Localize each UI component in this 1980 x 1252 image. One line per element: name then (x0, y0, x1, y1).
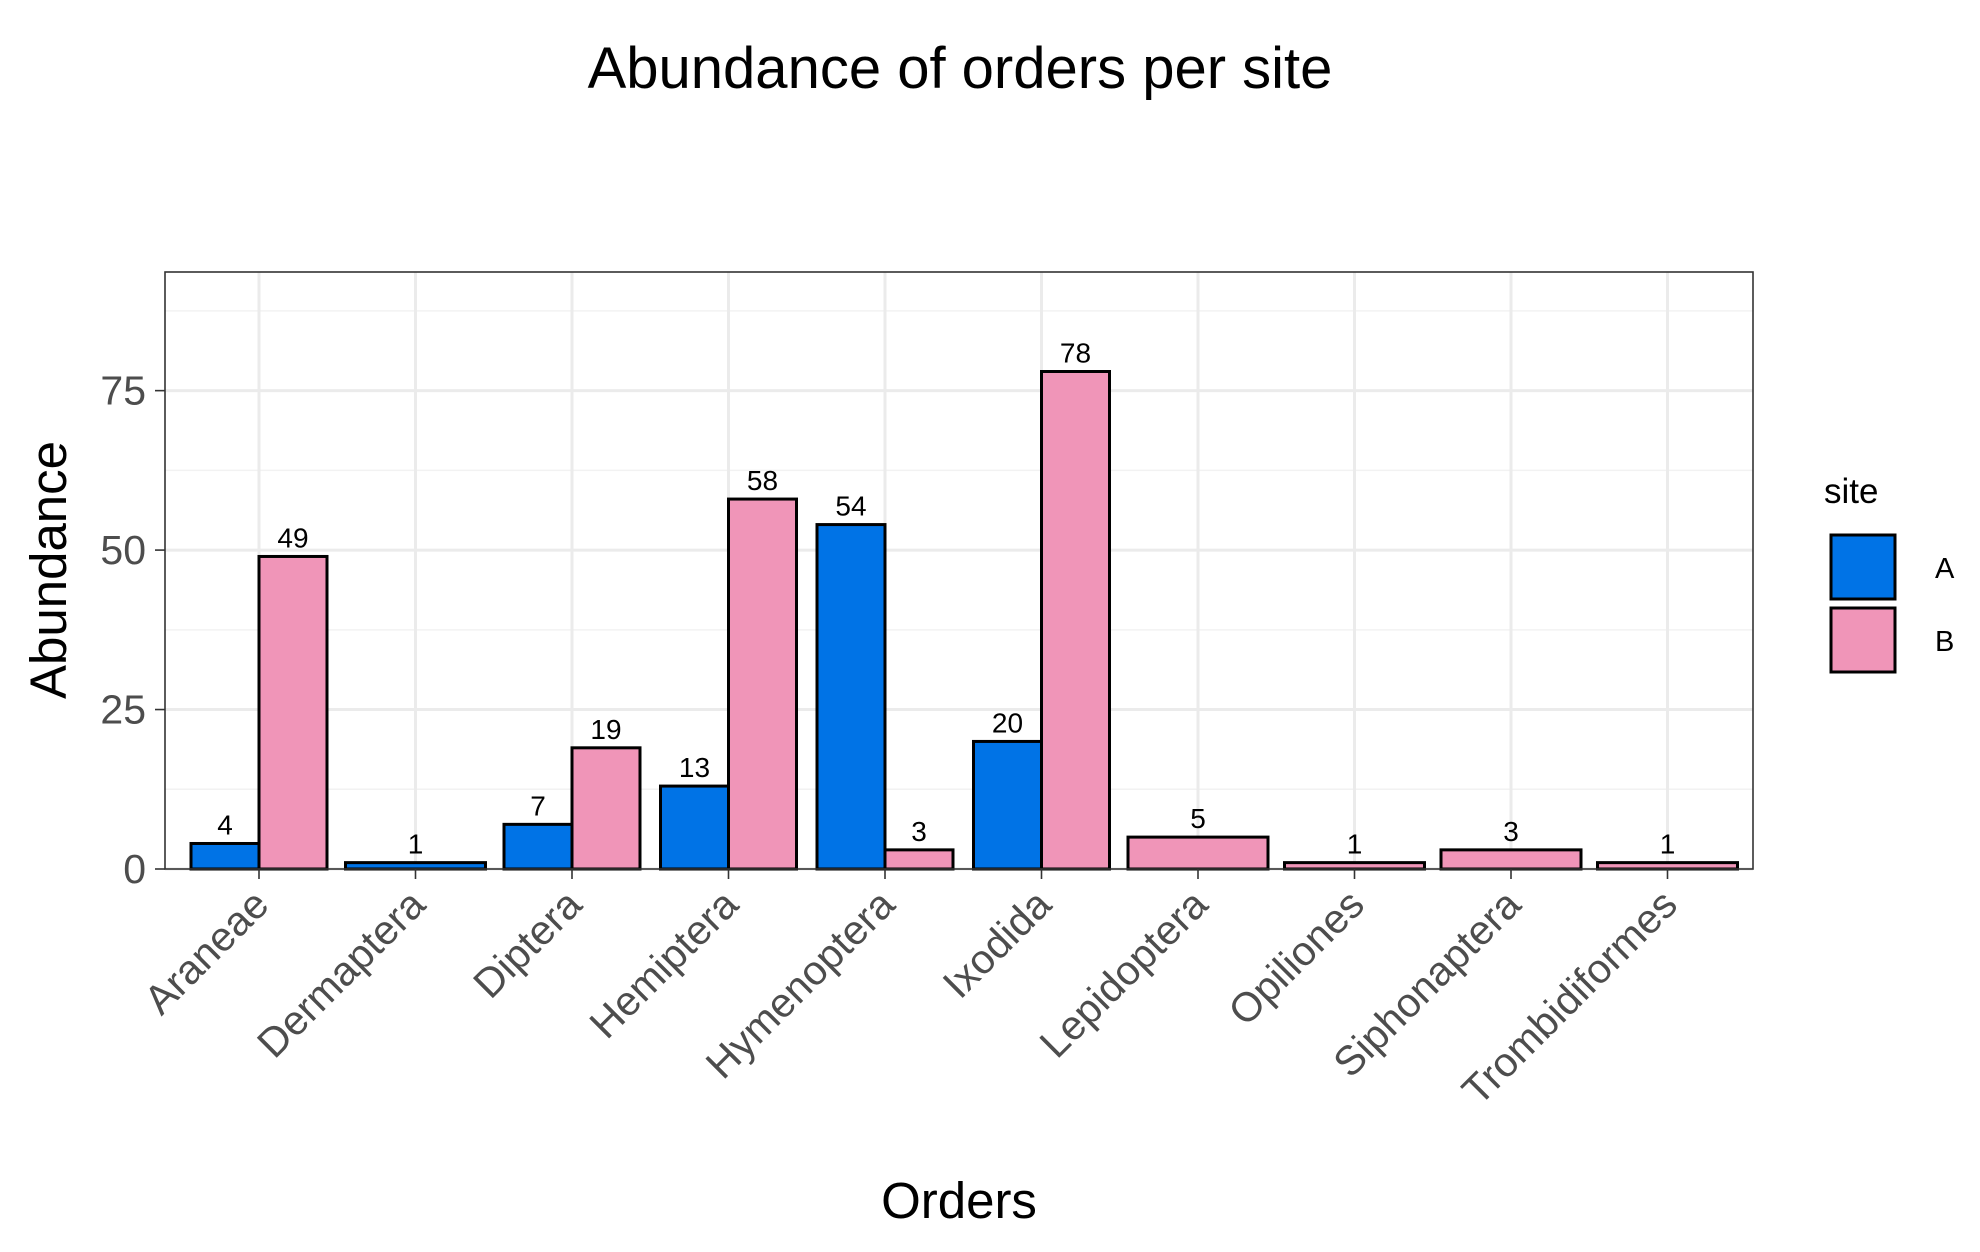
y-tick-label: 0 (123, 846, 146, 892)
bar-A (972, 739, 1043, 871)
data-label: 54 (835, 491, 866, 522)
bar-A (344, 861, 487, 871)
data-label: 1 (408, 829, 424, 860)
bar-B (727, 497, 798, 871)
legend-title: site (1824, 472, 1878, 511)
bar-A (502, 822, 574, 871)
data-label: 13 (679, 752, 710, 783)
bar-B (1596, 861, 1739, 871)
chart-title: Abundance of orders per site (588, 36, 1333, 101)
bar-A (659, 784, 730, 871)
panel-background (165, 272, 1753, 869)
y-axis-title: Abundance (20, 441, 77, 699)
bar-B (1283, 861, 1426, 871)
data-label: 4 (217, 809, 233, 840)
x-tick-label: Opiliones (1219, 881, 1372, 1034)
bar-A (189, 841, 261, 871)
x-tick-label: Dermaptera (248, 881, 434, 1067)
bar-B (570, 746, 642, 871)
bar-B (883, 848, 955, 871)
x-tick-label: Hemiptera (581, 881, 747, 1047)
x-tick-label: Diptera (464, 881, 590, 1007)
legend-items: AB (1829, 533, 1955, 674)
data-label: 49 (277, 522, 308, 553)
data-label: 3 (911, 816, 927, 847)
data-label: 20 (992, 707, 1023, 738)
bar-B (1126, 835, 1270, 871)
y-tick-label: 75 (100, 368, 146, 414)
data-label: 5 (1190, 803, 1206, 834)
legend-key-B (1829, 606, 1897, 674)
y-tick-label: 25 (100, 687, 146, 733)
bars (189, 370, 1739, 871)
data-label: 7 (530, 790, 546, 821)
bar-B (1040, 370, 1111, 871)
legend-key-A (1829, 533, 1897, 601)
data-label: 1 (1347, 829, 1363, 860)
legend-label-A: A (1935, 553, 1955, 585)
data-label: 19 (590, 714, 621, 745)
data-label: 78 (1060, 338, 1091, 369)
bar-B (1439, 848, 1583, 871)
x-axis-title: Orders (881, 1172, 1037, 1229)
x-tick-label: Ixodida (934, 881, 1060, 1007)
data-label: 3 (1503, 816, 1519, 847)
panel-border (164, 271, 1754, 870)
x-tick-label: Lepidoptera (1031, 881, 1217, 1067)
bar-A (815, 523, 887, 871)
y-tick-label: 50 (100, 527, 146, 573)
y-axis: 0 25 50 75 (100, 368, 165, 892)
bar-B (257, 554, 329, 871)
legend: site AB (1824, 472, 1955, 674)
data-label: 58 (747, 465, 778, 496)
minor-gridlines (165, 310, 1753, 791)
data-label: 1 (1660, 829, 1676, 860)
x-tick-label: Araneae (135, 881, 277, 1023)
legend-label-B: B (1935, 626, 1954, 658)
